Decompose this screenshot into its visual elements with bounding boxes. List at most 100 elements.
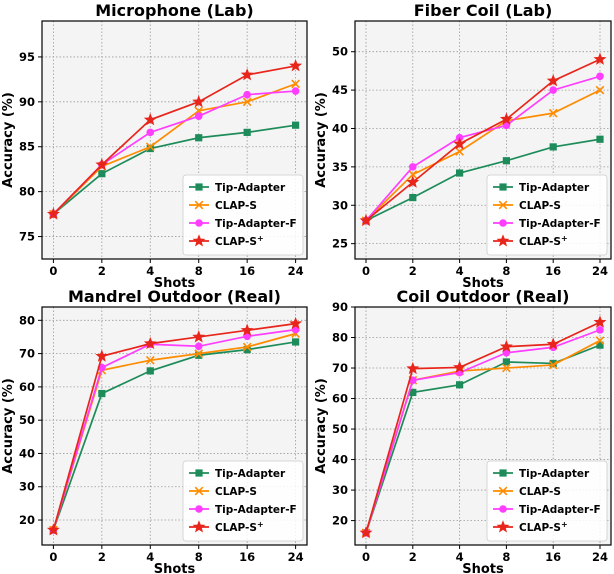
chart-3-xtick-label-0: 0 <box>49 550 57 564</box>
chart-1-series-clap-s-plus-point-4 <box>240 68 254 81</box>
chart-1-series-tip-adapter-point-1 <box>98 170 106 178</box>
chart-3-series-tip-adapter-point-3 <box>195 351 203 359</box>
chart-2-series-tip-adapter-f-point-1 <box>409 163 417 171</box>
chart-1-series-tip-adapter-f-point-2 <box>146 128 155 137</box>
chart-2-title: Fiber Coil (Lab) <box>414 1 553 20</box>
chart-1-xtick-label-0: 0 <box>49 264 57 278</box>
chart-2-series-clap-s-point-1 <box>408 170 418 179</box>
chart-4-legend-item-clap-s-plus-label-text: CLAP-S <box>519 522 561 534</box>
chart-2-series-tip-adapter-line <box>365 138 601 222</box>
chart-1-series-tip-adapter-f-point-4 <box>243 90 251 99</box>
chart-1-series-clap-s-point-5-stroke-b <box>291 79 300 89</box>
chart-4-legend-item-clap-s-plus-swatch-marker <box>496 520 510 533</box>
chart-2-series-clap-s-plus-point-1 <box>406 175 420 188</box>
chart-1-xtick-label-4: 16 <box>239 264 255 278</box>
chart-3-xtick-label-5: 24 <box>288 550 304 564</box>
chart-3-legend-item-clap-s: CLAP-S <box>189 486 257 498</box>
chart-4-legend-item-tip-adapter-f-label-text: Tip-Adapter-F <box>519 504 601 516</box>
chart-4-xtick-label-4: 16 <box>545 550 561 564</box>
chart-1-ytick-label-4: 95 <box>19 50 35 64</box>
chart-4-ytick-label-5: 70 <box>332 361 348 375</box>
chart-2-series-tip-adapter-point-4 <box>549 143 557 151</box>
chart-2-ytick-label-1: 30 <box>332 198 348 212</box>
chart-1-legend-item-clap-s-swatch-marker-stroke-b <box>194 200 204 210</box>
chart-3-title: Mandrel Outdoor (Real) <box>68 287 281 306</box>
chart-2-series-clap-s-plus-point-0 <box>359 213 373 227</box>
chart-4-series-tip-adapter-f-point-5 <box>596 326 604 334</box>
chart-2-series-tip-adapter-point-5 <box>596 135 604 143</box>
chart-2-legend-item-clap-s: CLAP-S <box>493 200 561 212</box>
chart-4-legend-item-clap-s-plus-label-sup: + <box>561 520 568 529</box>
chart-3-ytick-label-3: 50 <box>19 413 35 427</box>
chart-4-legend-item-tip-adapter-swatch-marker <box>499 469 507 477</box>
chart-1-series-tip-adapter-point-2 <box>146 144 154 153</box>
chart-4-legend-item-clap-s-plus-label: CLAP-S+ <box>519 520 568 534</box>
chart-4-series-clap-s-plus-point-1 <box>406 361 420 375</box>
chart-4-series-tip-adapter-point-5 <box>596 341 604 349</box>
chart-4-series-tip-adapter-point-4 <box>549 359 557 368</box>
chart-4-xtick-label-1: 2 <box>409 550 417 564</box>
chart-4-series-clap-s-point-5 <box>595 336 605 345</box>
chart-2-legend-item-clap-s-plus-label-sup: + <box>561 234 568 243</box>
chart-4-series-tip-adapter-f-point-3 <box>502 348 511 357</box>
chart-3-legend-item-tip-adapter-f-label-text: Tip-Adapter-F <box>215 504 297 516</box>
chart-2-series-clap-s-plus-line <box>365 58 601 222</box>
chart-2-legend-item-tip-adapter-f: Tip-Adapter-F <box>493 218 601 230</box>
chart-2-legend-item-clap-s-label-text: CLAP-S <box>519 200 561 212</box>
chart-1-legend-item-tip-adapter-label-text: Tip-Adapter <box>215 182 286 194</box>
chart-1-series-clap-s-line <box>52 83 296 215</box>
chart-4-title: Coil Outdoor (Real) <box>397 287 570 306</box>
chart-1-series-tip-adapter-point-5 <box>292 121 300 129</box>
chart-3-series-clap-s-plus-point-2 <box>143 336 157 350</box>
chart-2-legend-item-clap-s-plus-label-text: CLAP-S <box>519 236 561 248</box>
chart-1-legend-box <box>182 174 304 256</box>
chart-2-frame <box>354 20 612 260</box>
chart-4-series-tip-adapter-f-line <box>365 329 601 534</box>
chart-4-series-clap-s-point-5-stroke-b <box>595 336 605 345</box>
chart-4-series-tip-adapter-point-2 <box>456 381 464 389</box>
chart-1-series-clap-s-plus-point-5 <box>289 59 303 72</box>
chart-4-xtick-label-2: 4 <box>456 550 464 564</box>
chart-3-series-clap-s-point-3-stroke-b <box>194 349 204 358</box>
chart-4-series-clap-s-point-4-stroke-b <box>548 360 558 370</box>
chart-2-series-tip-adapter-f-point-5 <box>596 72 604 81</box>
chart-4-legend-item-tip-adapter-f-label: Tip-Adapter-F <box>519 504 601 516</box>
chart-3-series-tip-adapter-point-1 <box>98 389 106 398</box>
chart-4-ytick-label-3: 50 <box>332 422 348 436</box>
chart-4-series-clap-s-point-3 <box>502 363 511 373</box>
chart-2-ylabel: Accuracy (%) <box>314 92 329 188</box>
chart-3-frame <box>41 306 308 546</box>
chart-3-series-clap-s-plus-point-1 <box>95 349 109 362</box>
chart-1-series-clap-s-plus-line <box>52 65 296 215</box>
chart-4-legend-item-clap-s-label: CLAP-S <box>519 486 561 498</box>
chart-2-legend-item-tip-adapter-label: Tip-Adapter <box>519 182 590 194</box>
chart-2-series-clap-s-plus-point-5 <box>593 52 607 65</box>
chart-1-legend-item-clap-s-plus-swatch-marker <box>192 234 206 247</box>
chart-2-series-clap-s-point-4 <box>548 108 558 118</box>
chart-1-title: Microphone (Lab) <box>95 1 254 20</box>
chart-2-series-clap-s-plus-point-4 <box>546 74 560 87</box>
chart-4-ylabel: Accuracy (%) <box>314 378 329 474</box>
chart-1-series-clap-s-plus-point-0 <box>46 207 60 220</box>
chart-4-frame <box>354 306 612 546</box>
chart-4-legend-item-tip-adapter-f-swatch-marker <box>499 505 507 513</box>
chart-4-ytick-label-7: 90 <box>332 300 348 314</box>
chart-3-ytick-label-5: 70 <box>19 347 35 361</box>
chart-1-legend-item-clap-s-plus-label: CLAP-S+ <box>215 234 264 248</box>
chart-1-xtick-label-5: 24 <box>288 264 304 278</box>
chart-2-legend-item-tip-adapter-swatch-marker <box>499 183 507 191</box>
chart-3-series-clap-s-point-4-stroke-b <box>242 342 252 352</box>
chart-2-ytick-label-4: 45 <box>332 83 348 97</box>
chart-3-xtick-label-1: 2 <box>98 550 106 564</box>
chart-3-ytick-label-2: 40 <box>19 446 35 460</box>
chart-3-legend-item-tip-adapter-f: Tip-Adapter-F <box>189 504 297 516</box>
chart-2-xlabel: Shots <box>462 276 504 291</box>
chart-1-legend-item-clap-s-plus-label-sup: + <box>257 234 264 243</box>
chart-3-legend-item-clap-s-plus-label-sup: + <box>257 520 264 529</box>
chart-1-xlabel: Shots <box>154 276 196 291</box>
chart-3-xtick-label-4: 16 <box>239 550 255 564</box>
chart-4-xtick-label-0: 0 <box>362 550 370 564</box>
